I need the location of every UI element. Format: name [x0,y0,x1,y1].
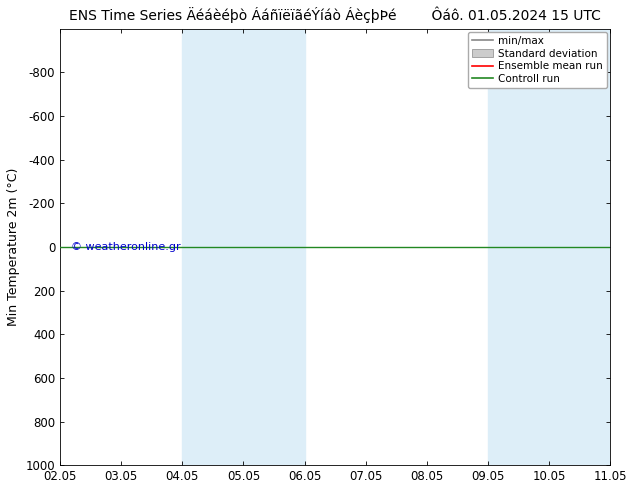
Bar [488,29,611,465]
Y-axis label: Min Temperature 2m (°C): Min Temperature 2m (°C) [7,168,20,326]
Title: ENS Time Series Äéáèéþò ÁáñïëïãéÝíáò ÁèçþÞé        Ôáô. 01.05.2024 15 UTC: ENS Time Series Äéáèéþò ÁáñïëïãéÝíáò Áèç… [69,7,601,24]
Text: © weatheronline.gr: © weatheronline.gr [71,242,181,252]
Bar [183,29,304,465]
Legend: min/max, Standard deviation, Ensemble mean run, Controll run: min/max, Standard deviation, Ensemble me… [468,32,607,88]
